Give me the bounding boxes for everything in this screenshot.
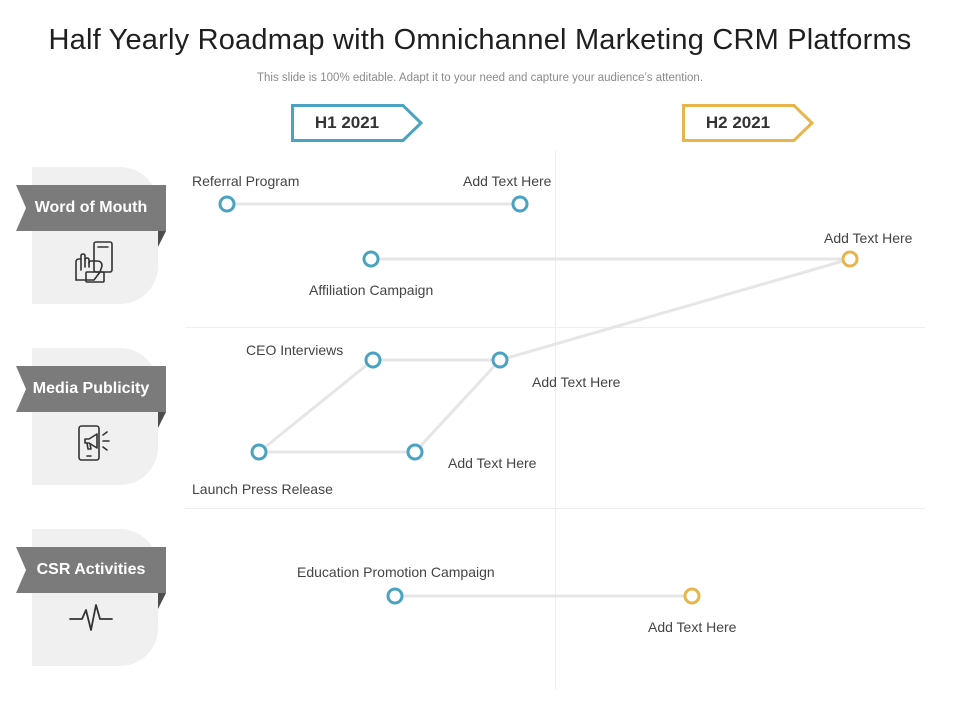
milestone-label-education-promotion: Education Promotion Campaign	[297, 564, 495, 580]
milestone-marker-ceo-interviews	[364, 351, 382, 369]
milestone-marker-launch-press-release	[250, 443, 268, 461]
row-divider	[185, 508, 925, 509]
milestone-label: Add Text Here	[648, 619, 737, 635]
milestone-label: Add Text Here	[448, 455, 537, 471]
milestone-marker	[841, 250, 859, 268]
milestone-label-ceo-interviews: CEO Interviews	[246, 342, 344, 358]
milestone-marker	[511, 195, 529, 213]
page-title: Half Yearly Roadmap with Omnichannel Mar…	[48, 24, 912, 56]
milestone-label-referral-program: Referral Program	[192, 173, 300, 189]
milestone-marker	[491, 351, 509, 369]
category-label: Media Publicity	[32, 380, 150, 397]
milestone-label-affiliation-campaign: Affiliation Campaign	[309, 282, 434, 298]
connector-line	[257, 358, 375, 454]
category-label: CSR Activities	[36, 561, 146, 578]
milestone-marker	[683, 587, 701, 605]
phase-divider	[555, 150, 556, 690]
category-label: Word of Mouth	[34, 199, 148, 216]
row-divider	[185, 327, 925, 328]
heartbeat-icon	[68, 602, 114, 641]
phase-label-h1: H1 2021	[314, 113, 380, 132]
page-subtitle: This slide is 100% editable. Adapt it to…	[256, 72, 704, 84]
milestone-marker	[406, 443, 424, 461]
category-ribbon-csr-activities: CSR Activities	[16, 547, 166, 609]
category-ribbon-word-of-mouth: Word of Mouth	[16, 185, 166, 247]
category-ribbon-media-publicity: Media Publicity	[16, 366, 166, 428]
connector-line	[498, 257, 852, 362]
milestone-marker-referral-program	[218, 195, 236, 213]
hand-smartphone-icon	[72, 240, 118, 289]
milestone-label: Add Text Here	[532, 374, 621, 390]
milestone-marker-education-promotion	[386, 587, 404, 605]
phone-megaphone-icon	[75, 423, 117, 468]
milestone-label: Add Text Here	[463, 173, 552, 189]
connector-line	[413, 358, 502, 454]
milestone-label: Add Text Here	[824, 230, 913, 246]
phase-label-h2: H2 2021	[705, 113, 771, 132]
milestone-label-launch-press-release: Launch Press Release	[192, 481, 333, 497]
milestone-marker-affiliation-campaign	[362, 250, 380, 268]
